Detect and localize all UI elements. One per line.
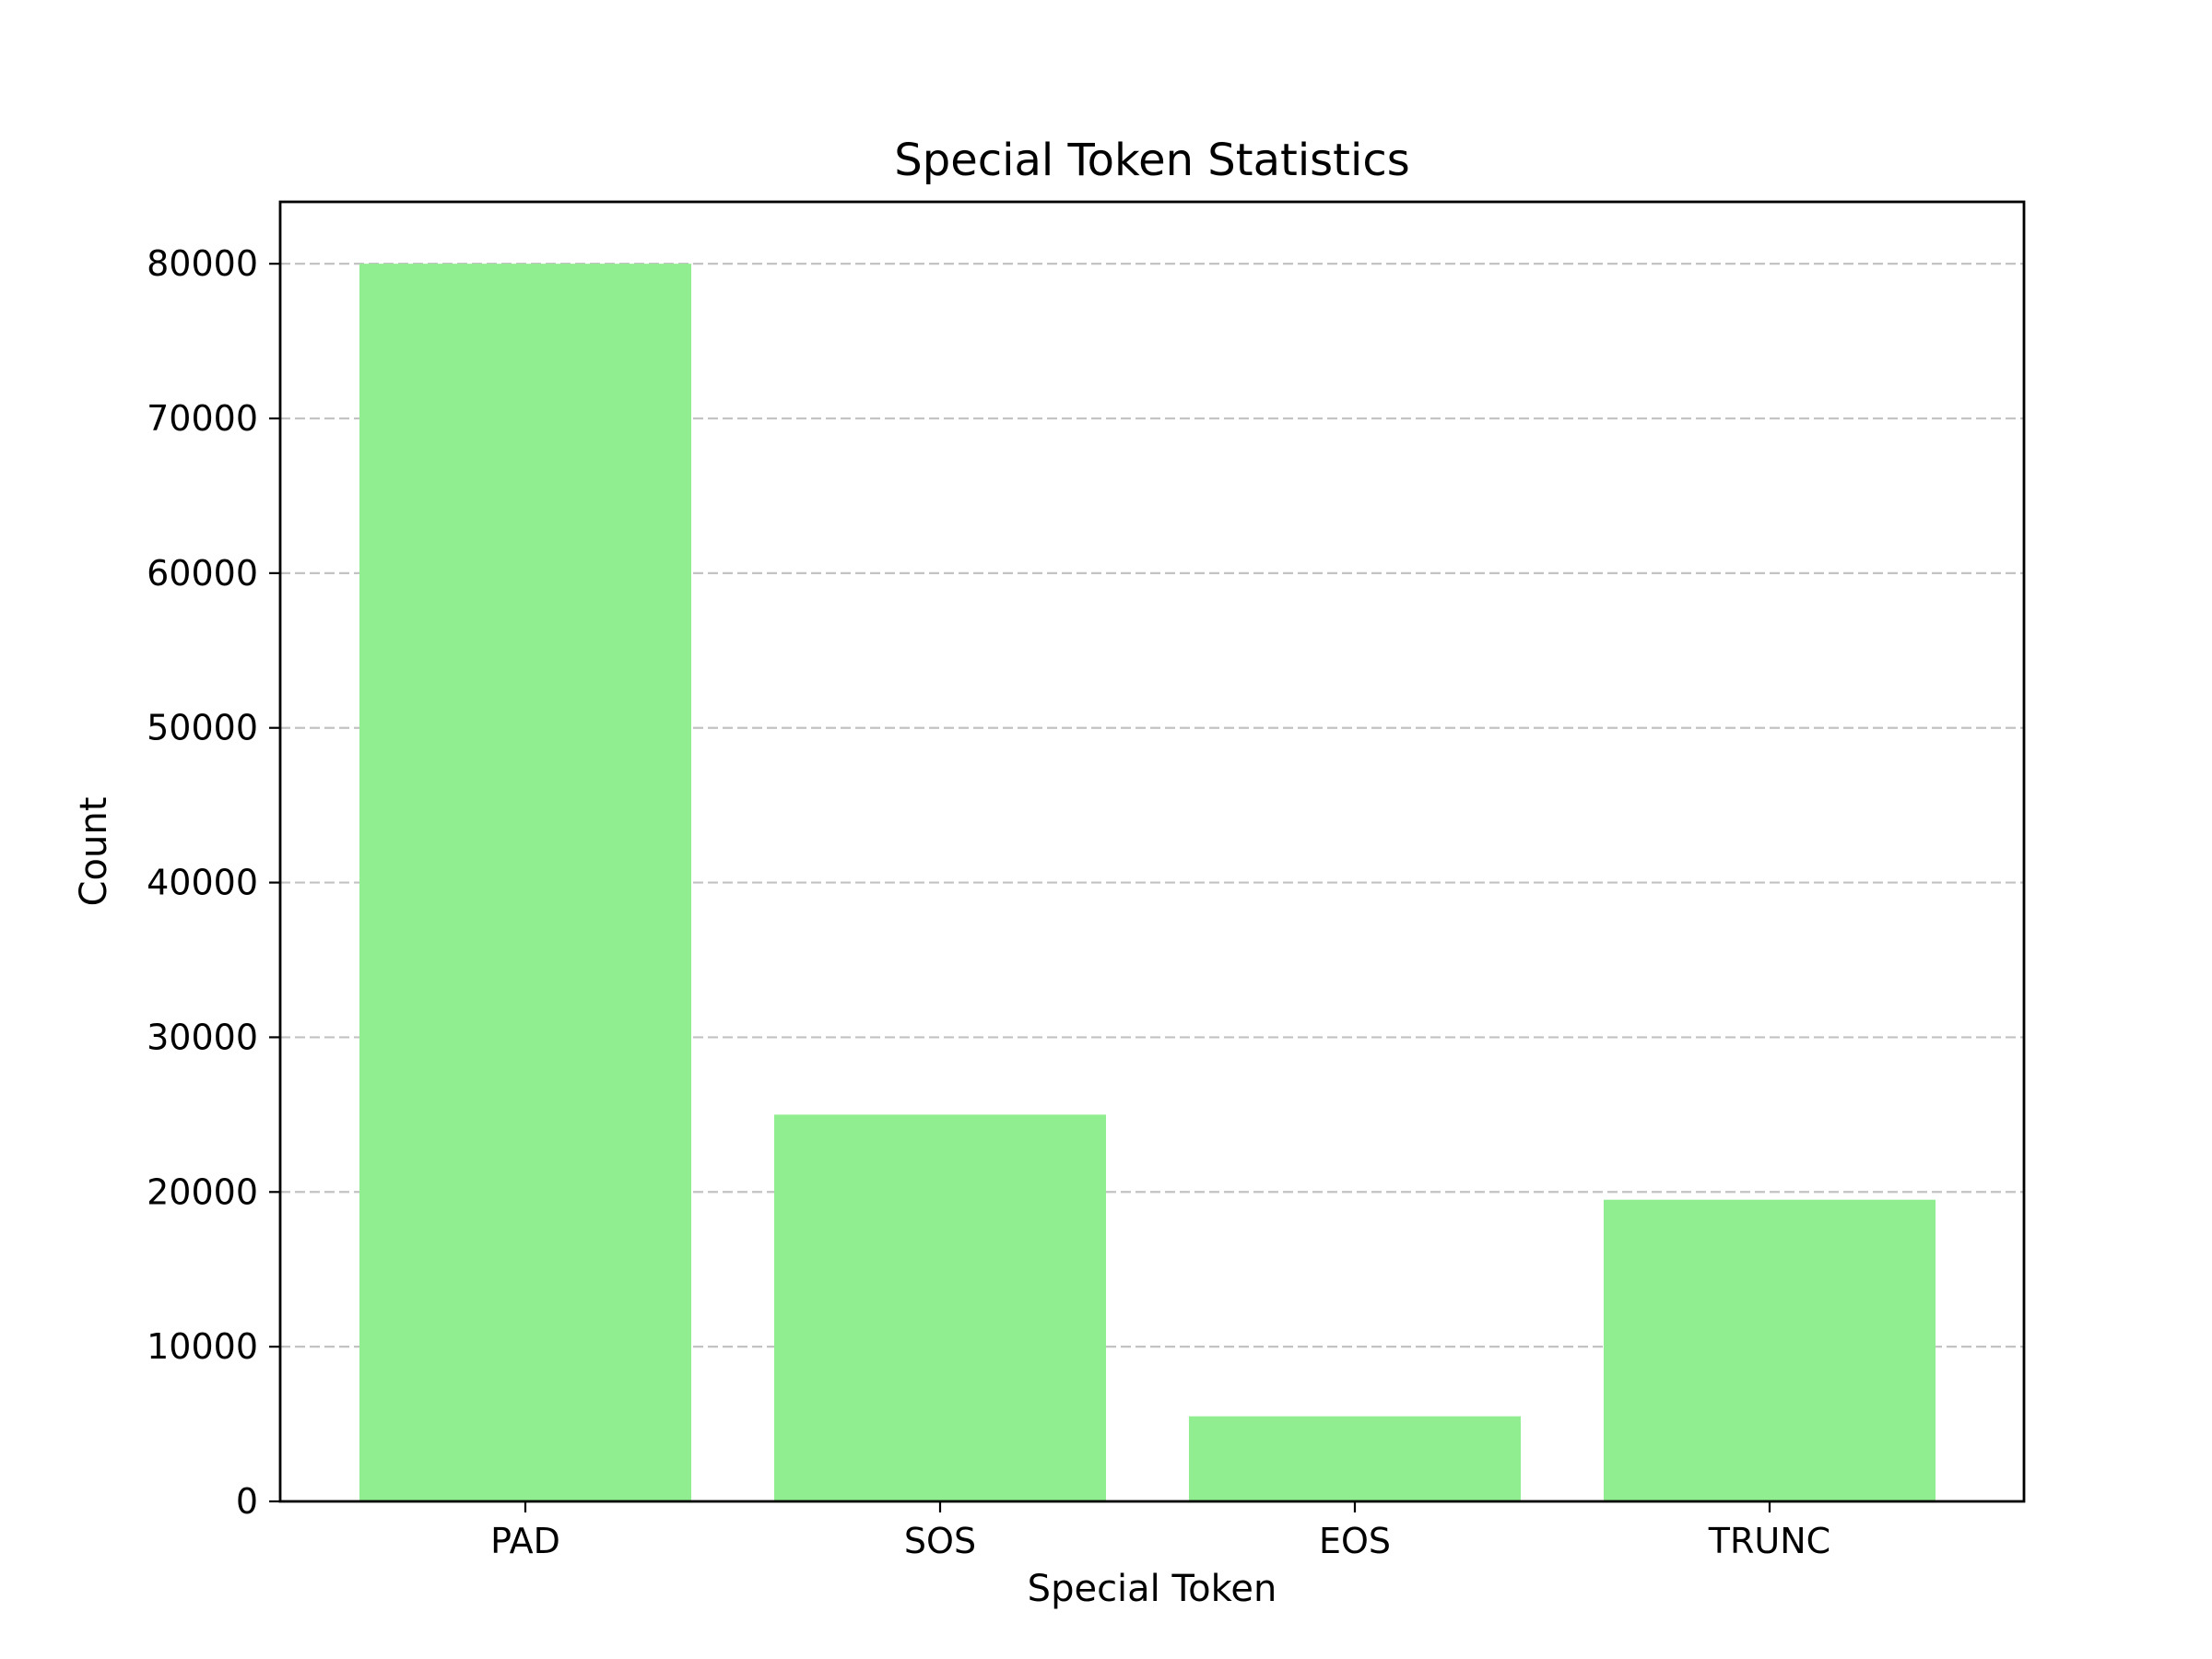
bar-trunc xyxy=(1604,1199,1936,1501)
bar-eos xyxy=(1189,1416,1521,1501)
bar-sos xyxy=(774,1114,1106,1501)
y-tick-label: 80000 xyxy=(147,243,258,284)
y-tick-label: 0 xyxy=(236,1481,258,1522)
x-axis-label: Special Token xyxy=(1028,1568,1277,1610)
y-tick-label: 60000 xyxy=(147,553,258,594)
bar-pad xyxy=(359,264,691,1502)
y-tick-label: 70000 xyxy=(147,398,258,439)
y-axis-ticks: 0 10000 20000 30000 40000 50000 60000 70000 8000… xyxy=(147,243,280,1522)
y-tick-label: 50000 xyxy=(147,708,258,748)
bars xyxy=(359,264,1936,1502)
x-tick-label: SOS xyxy=(904,1521,976,1561)
y-tick-label: 40000 xyxy=(147,863,258,903)
x-axis-ticks: PAD SOS EOS TRUNC xyxy=(490,1501,1830,1561)
x-tick-label: TRUNC xyxy=(1708,1521,1830,1561)
x-tick-label: PAD xyxy=(490,1521,560,1561)
y-tick-label: 10000 xyxy=(147,1326,258,1367)
grid-lines xyxy=(280,263,2024,1348)
chart-title: Special Token Statistics xyxy=(894,135,1409,186)
y-axis-label: Count xyxy=(73,797,115,907)
y-tick-label: 20000 xyxy=(147,1171,258,1212)
x-tick-label: EOS xyxy=(1319,1521,1391,1561)
axes-frame xyxy=(278,200,2026,1503)
y-tick-label: 30000 xyxy=(147,1017,258,1057)
